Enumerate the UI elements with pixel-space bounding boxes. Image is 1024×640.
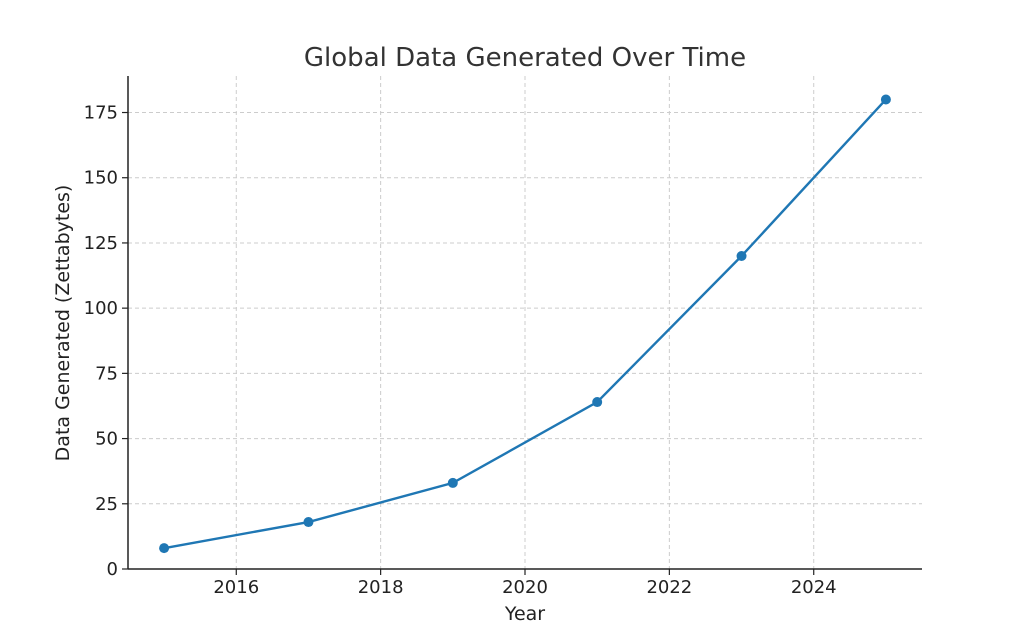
data-point <box>303 517 314 528</box>
x-tick-label: 2020 <box>502 577 548 598</box>
grid-layer <box>128 76 922 570</box>
data-point <box>159 543 170 554</box>
y-tick-label: 0 <box>107 559 118 580</box>
series-layer <box>159 94 891 554</box>
y-tick-label: 100 <box>84 298 118 319</box>
x-tick-label: 2022 <box>646 577 692 598</box>
tick-layer: 2016 2018 2020 2022 2024 0 25 50 75 100 125 150 175 <box>84 103 837 598</box>
y-tick-label: 150 <box>84 168 118 189</box>
x-tick-label: 2016 <box>213 577 259 598</box>
series-line <box>163 98 887 550</box>
y-tick-label: 75 <box>95 363 118 384</box>
data-point <box>447 477 458 488</box>
data-point <box>880 94 891 105</box>
data-point <box>736 250 747 261</box>
x-tick-label: 2024 <box>791 577 837 598</box>
y-axis-label: Data Generated (Zettabytes) <box>52 185 74 462</box>
y-tick-label: 25 <box>95 494 118 515</box>
data-point <box>592 397 603 408</box>
y-tick-label: 50 <box>95 429 118 450</box>
chart-title: Global Data Generated Over Time <box>304 43 746 73</box>
x-axis-label: Year <box>504 603 545 625</box>
y-tick-label: 125 <box>84 233 118 254</box>
y-tick-label: 175 <box>84 103 118 124</box>
x-tick-label: 2018 <box>358 577 404 598</box>
